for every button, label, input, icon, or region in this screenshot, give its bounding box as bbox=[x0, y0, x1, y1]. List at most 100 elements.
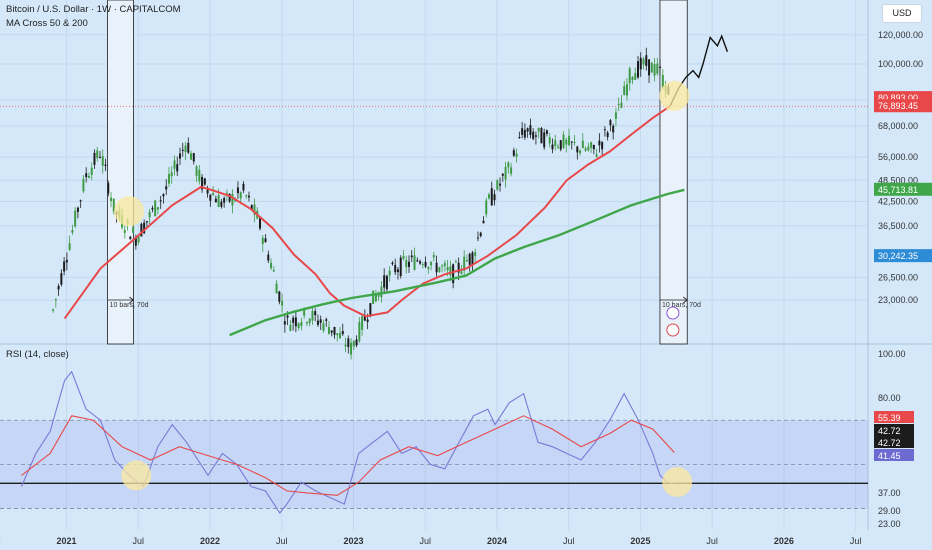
price-candle bbox=[278, 291, 281, 302]
time-tick-label: Jul bbox=[563, 536, 575, 546]
price-candle bbox=[432, 255, 435, 258]
rsi-tick-label: 29.00 bbox=[878, 506, 901, 516]
price-candle bbox=[570, 141, 573, 143]
price-value-label: 45,713.81 bbox=[878, 185, 918, 195]
price-candle bbox=[366, 319, 369, 322]
price-candle bbox=[603, 129, 606, 131]
price-candle bbox=[510, 167, 513, 174]
price-candle bbox=[181, 149, 184, 151]
price-candle bbox=[452, 264, 455, 284]
time-tick-label: Jul bbox=[419, 536, 431, 546]
price-candle bbox=[281, 301, 284, 306]
price-candle bbox=[292, 317, 295, 323]
price-axis: 120,000.00100,000.0080,000.0068,000.0056… bbox=[874, 30, 932, 529]
price-candle bbox=[559, 140, 562, 150]
price-candle bbox=[344, 344, 347, 347]
price-candle bbox=[496, 180, 499, 190]
price-candle bbox=[203, 178, 206, 185]
price-candle bbox=[548, 137, 551, 144]
price-candle bbox=[361, 316, 364, 330]
price-candle bbox=[416, 260, 419, 262]
price-candle bbox=[488, 194, 491, 199]
price-candle bbox=[545, 130, 548, 134]
price-candle bbox=[385, 275, 388, 290]
price-candle bbox=[576, 146, 579, 153]
price-candle bbox=[419, 261, 422, 264]
price-candle bbox=[336, 333, 339, 336]
price-candle bbox=[612, 125, 615, 133]
price-candle bbox=[355, 339, 358, 346]
price-candle bbox=[173, 160, 176, 169]
price-candle bbox=[190, 153, 193, 160]
price-candle bbox=[123, 230, 126, 233]
price-candle bbox=[239, 192, 242, 199]
indicator-label[interactable]: MA Cross 50 & 200 bbox=[6, 18, 88, 29]
price-candle bbox=[634, 73, 637, 80]
price-candle bbox=[363, 315, 366, 321]
annotation-layer: 10 bars, 70d 10 bars, 70d bbox=[107, 80, 701, 498]
rsi-tick-label: 23.00 bbox=[878, 519, 901, 529]
price-candle bbox=[275, 283, 278, 294]
rsi-label[interactable]: RSI (14, close) bbox=[6, 349, 69, 360]
price-candle bbox=[143, 222, 146, 234]
currency-button[interactable]: USD bbox=[882, 4, 922, 23]
price-candle bbox=[85, 173, 88, 178]
price-candle bbox=[523, 129, 526, 138]
price-candle bbox=[601, 142, 604, 150]
price-candle bbox=[187, 142, 190, 153]
price-candle bbox=[518, 137, 521, 139]
bar-range-arrowhead bbox=[129, 296, 135, 304]
price-candle bbox=[446, 267, 449, 271]
price-candle bbox=[383, 275, 386, 288]
price-candle bbox=[79, 200, 82, 202]
price-candle bbox=[156, 207, 159, 210]
price-candle bbox=[537, 127, 540, 132]
rsi-value-label: 41.45 bbox=[878, 451, 901, 461]
price-candle bbox=[223, 198, 226, 203]
price-candle bbox=[372, 290, 375, 304]
price-candle bbox=[341, 330, 344, 335]
price-tick-label: 100,000.00 bbox=[878, 59, 923, 69]
price-candle bbox=[573, 142, 576, 144]
price-candle bbox=[408, 261, 411, 267]
price-highlight-circle bbox=[659, 80, 690, 111]
price-candle bbox=[661, 75, 664, 88]
price-candle bbox=[305, 322, 308, 324]
event-icon bbox=[666, 306, 680, 320]
price-candle bbox=[245, 195, 248, 197]
price-candle bbox=[206, 188, 209, 194]
price-candle bbox=[471, 252, 474, 266]
price-candle bbox=[192, 153, 195, 162]
ma200-line bbox=[229, 188, 685, 337]
price-candle bbox=[132, 227, 135, 233]
price-candle bbox=[479, 232, 482, 237]
price-candle bbox=[474, 252, 477, 256]
price-candle bbox=[264, 238, 267, 243]
price-candle bbox=[151, 207, 154, 210]
price-candle bbox=[595, 154, 598, 157]
rsi-tick-label: 100.00 bbox=[878, 349, 906, 359]
time-tick-label: 2022 bbox=[200, 536, 220, 546]
price-candle bbox=[438, 267, 441, 272]
price-candle bbox=[110, 197, 113, 202]
time-tick-label: Jul bbox=[276, 536, 288, 546]
rsi-value-label: 42.72 bbox=[878, 438, 901, 448]
price-candle bbox=[656, 63, 659, 74]
price-candle bbox=[485, 200, 488, 215]
time-tick-label: 2021 bbox=[57, 536, 77, 546]
price-candle bbox=[482, 220, 485, 224]
price-candle bbox=[289, 325, 292, 331]
price-candle bbox=[645, 55, 648, 66]
price-candle bbox=[247, 195, 250, 198]
time-tick-label: 2024 bbox=[487, 536, 507, 546]
price-candle bbox=[347, 338, 350, 348]
price-candle bbox=[628, 68, 631, 84]
price-candle bbox=[231, 193, 234, 206]
price-candle bbox=[659, 66, 662, 69]
price-candle bbox=[339, 333, 342, 339]
bar-range-label: 10 bars, 70d bbox=[662, 302, 701, 309]
bar-range-box bbox=[107, 0, 134, 345]
price-candle bbox=[236, 187, 239, 194]
